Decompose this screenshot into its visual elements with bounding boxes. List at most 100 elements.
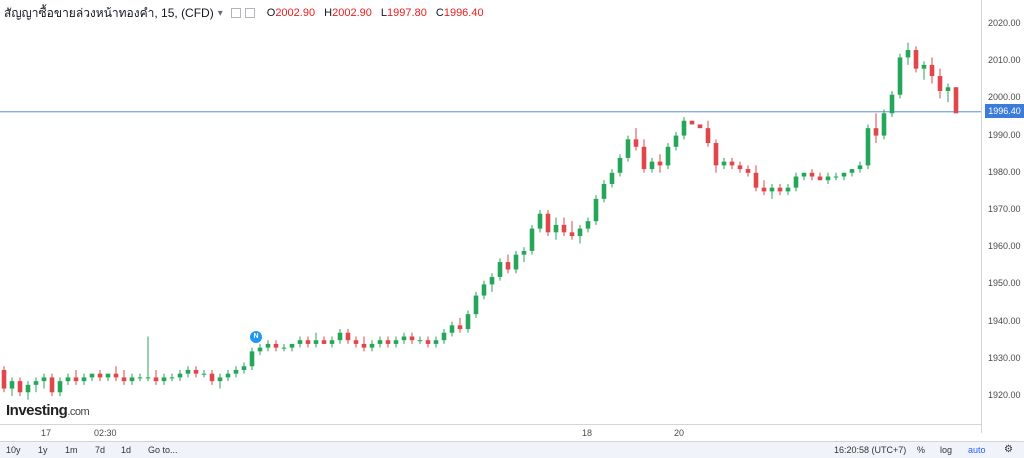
price-tick: 1950.00 bbox=[988, 278, 1021, 289]
candle bbox=[929, 57, 935, 84]
candle bbox=[921, 61, 927, 80]
candle bbox=[705, 120, 711, 147]
candle bbox=[873, 113, 879, 144]
candle bbox=[49, 373, 55, 396]
candle bbox=[585, 217, 591, 233]
range-1m-button[interactable]: 1m bbox=[65, 445, 78, 455]
range-1y-button[interactable]: 1y bbox=[38, 445, 48, 455]
candle bbox=[513, 250, 519, 274]
settings-icon[interactable] bbox=[230, 8, 241, 18]
candle bbox=[65, 373, 71, 385]
price-tick: 2020.00 bbox=[988, 18, 1021, 28]
candle bbox=[785, 183, 791, 196]
candle bbox=[369, 340, 375, 352]
candle bbox=[177, 369, 183, 382]
candle bbox=[145, 336, 151, 382]
candle bbox=[385, 336, 391, 348]
candle bbox=[81, 373, 87, 385]
candle bbox=[593, 195, 599, 225]
candle bbox=[401, 332, 407, 344]
candle bbox=[441, 329, 447, 344]
candle bbox=[721, 157, 727, 170]
candle bbox=[249, 347, 255, 370]
time-tick: 02:30 bbox=[94, 428, 117, 438]
candle bbox=[601, 180, 607, 203]
price-tick: 2010.00 bbox=[988, 55, 1021, 66]
range-7d-button[interactable]: 7d bbox=[95, 445, 106, 455]
candle bbox=[825, 172, 831, 184]
time-tick: 17 bbox=[41, 428, 52, 438]
chevron-down-icon[interactable]: ▾ bbox=[217, 7, 223, 19]
candle bbox=[633, 128, 639, 151]
gear-icon[interactable]: ⚙ bbox=[1004, 444, 1013, 455]
candle bbox=[321, 336, 327, 344]
news-badge[interactable]: N bbox=[250, 331, 262, 343]
candle bbox=[377, 336, 383, 348]
open-label: O bbox=[266, 7, 276, 19]
candle bbox=[193, 366, 199, 378]
symbol-title[interactable]: สัญญาซื้อขายล่วงหน้าทองคำ, 15, (CFD) bbox=[4, 5, 214, 20]
candle bbox=[217, 373, 223, 389]
candle bbox=[761, 180, 767, 196]
candle bbox=[273, 340, 279, 352]
candle bbox=[897, 53, 903, 99]
open-value: 2002.90 bbox=[275, 7, 316, 19]
price-tick: 1930.00 bbox=[988, 352, 1021, 363]
candle bbox=[553, 217, 559, 240]
candle bbox=[457, 317, 463, 333]
range-1d-button[interactable]: 1d bbox=[121, 445, 132, 455]
candle bbox=[537, 210, 543, 233]
candle bbox=[1, 366, 7, 393]
candle bbox=[641, 139, 647, 173]
candle bbox=[865, 124, 871, 170]
candle bbox=[577, 224, 583, 244]
percent-toggle[interactable]: % bbox=[917, 445, 926, 455]
candle bbox=[409, 332, 415, 344]
candle bbox=[745, 165, 751, 177]
candle bbox=[425, 336, 431, 348]
candle bbox=[945, 83, 951, 103]
candle bbox=[289, 343, 295, 352]
candlestick-chart[interactable] bbox=[0, 0, 981, 424]
candle bbox=[361, 336, 367, 352]
auto-toggle[interactable]: auto bbox=[968, 445, 986, 455]
candle bbox=[953, 87, 959, 114]
candle bbox=[561, 217, 567, 237]
range-10y-button[interactable]: 10y bbox=[6, 445, 21, 455]
clock-display[interactable]: 16:20:58 (UTC+7) bbox=[834, 445, 907, 455]
goto-button[interactable]: Go to... bbox=[148, 445, 178, 455]
candle bbox=[857, 161, 863, 173]
candle bbox=[521, 247, 527, 263]
candle bbox=[665, 143, 671, 170]
candle bbox=[841, 172, 847, 181]
price-axis[interactable]: 2020.00 2010.00 2000.00 1990.00 1980.00 1970.… bbox=[981, 0, 1024, 433]
bottom-toolbar: 10y 1y 1m 7d 1d Go to... 16:20:58 (UTC+7… bbox=[0, 441, 1024, 458]
time-axis[interactable]: 17 02:30 18 20 bbox=[0, 424, 981, 442]
time-tick: 18 bbox=[582, 428, 593, 438]
candle bbox=[881, 109, 887, 140]
candle bbox=[489, 273, 495, 292]
candle bbox=[673, 131, 679, 151]
candle bbox=[753, 165, 759, 192]
log-toggle[interactable]: log bbox=[940, 445, 953, 455]
candle bbox=[129, 373, 135, 385]
price-tick: 1960.00 bbox=[988, 241, 1021, 252]
candle bbox=[833, 172, 839, 181]
candle bbox=[33, 377, 39, 393]
candle bbox=[545, 210, 551, 237]
candle bbox=[257, 343, 263, 356]
candle bbox=[769, 183, 775, 199]
candle bbox=[529, 224, 535, 255]
candle bbox=[913, 46, 919, 73]
chart-legend: สัญญาซื้อขายล่วงหน้าทองคำ, 15, (CFD) ▾ O… bbox=[4, 4, 490, 22]
candle bbox=[17, 377, 23, 396]
candle bbox=[89, 373, 95, 382]
candle bbox=[169, 373, 175, 382]
candle bbox=[569, 221, 575, 240]
visibility-icon[interactable] bbox=[244, 8, 255, 18]
candle bbox=[241, 362, 247, 374]
candle bbox=[73, 369, 79, 385]
candle bbox=[713, 139, 719, 173]
candle bbox=[97, 369, 103, 382]
